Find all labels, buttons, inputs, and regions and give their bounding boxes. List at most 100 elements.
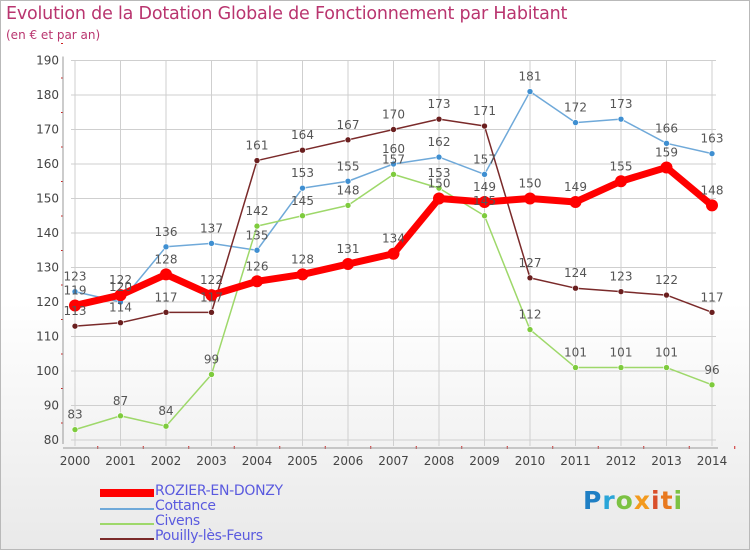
data-point-civens <box>526 326 534 333</box>
data-point-civens <box>481 212 488 220</box>
data-point-pouilly-l-s-feurs <box>435 115 443 123</box>
data-label-pouilly-l-s-feurs: 173 <box>428 97 451 111</box>
y-tick-label: 140 <box>36 226 59 240</box>
data-label-cottance: 181 <box>519 70 542 84</box>
data-label-civens: 153 <box>428 166 451 180</box>
data-point-pouilly-l-s-feurs <box>253 157 261 164</box>
data-label-rozier-en-donzy: 122 <box>200 273 223 287</box>
data-point-cottance <box>617 115 625 123</box>
y-tick-label: 80 <box>44 433 59 447</box>
data-point-rozier-en-donzy <box>660 161 673 174</box>
data-label-rozier-en-donzy: 131 <box>337 242 360 256</box>
data-point-civens <box>253 222 261 230</box>
data-point-rozier-en-donzy <box>524 192 536 205</box>
data-point-civens <box>617 364 625 371</box>
y-tick-label: 190 <box>36 54 59 68</box>
data-point-civens <box>162 422 170 430</box>
data-label-civens: 99 <box>204 352 219 366</box>
data-label-pouilly-l-s-feurs: 113 <box>64 304 87 318</box>
data-point-civens <box>663 364 670 371</box>
legend-swatch-rozier <box>100 489 154 497</box>
data-label-rozier-en-donzy: 150 <box>519 177 542 191</box>
data-label-civens: 84 <box>158 404 173 418</box>
x-tick-label: 2004 <box>242 454 273 468</box>
data-label-civens: 142 <box>246 204 269 218</box>
x-tick-label: 2013 <box>651 454 682 468</box>
legend-label-pouilly: Pouilly-lès-Feurs <box>155 528 263 544</box>
data-label-pouilly-l-s-feurs: 127 <box>519 256 542 270</box>
data-point-rozier-en-donzy <box>69 299 81 312</box>
x-tick-label: 2012 <box>606 454 637 468</box>
legend-swatch-cottance <box>100 508 154 510</box>
y-tick-label: 180 <box>36 88 59 102</box>
data-label-pouilly-l-s-feurs: 164 <box>291 128 314 142</box>
data-label-rozier-en-donzy: 126 <box>246 259 269 273</box>
data-label-rozier-en-donzy: 128 <box>155 252 178 266</box>
data-label-civens: 96 <box>704 363 719 377</box>
x-tick-label: 2008 <box>424 454 455 468</box>
legend-label-civens: Civens <box>155 513 200 529</box>
y-tick-label: 130 <box>36 261 59 275</box>
chart-title: Evolution de la Dotation Globale de Fonc… <box>6 4 568 24</box>
data-label-pouilly-l-s-feurs: 122 <box>655 273 678 287</box>
data-label-rozier-en-donzy: 128 <box>291 252 314 266</box>
y-tick-label: 90 <box>44 399 59 413</box>
y-tick-label: 120 <box>36 295 59 309</box>
data-point-civens <box>299 212 306 220</box>
data-label-cottance: 157 <box>473 152 496 166</box>
data-point-rozier-en-donzy <box>478 195 491 208</box>
legend-label-cottance: Cottance <box>155 498 216 514</box>
data-label-cottance: 166 <box>655 121 678 135</box>
data-label-civens: 112 <box>519 308 542 322</box>
data-label-pouilly-l-s-feurs: 124 <box>564 266 587 280</box>
proxiti-logo: Proxiti <box>583 486 684 515</box>
y-tick-label: 160 <box>36 157 59 171</box>
data-point-pouilly-l-s-feurs <box>344 136 352 144</box>
data-point-rozier-en-donzy <box>251 275 263 288</box>
chart-subtitle: (en € et par an) <box>6 28 101 42</box>
data-label-civens: 87 <box>113 394 128 408</box>
data-label-pouilly-l-s-feurs: 117 <box>200 290 223 304</box>
data-label-pouilly-l-s-feurs: 123 <box>610 270 633 284</box>
x-tick-label: 2007 <box>378 454 409 468</box>
data-point-rozier-en-donzy <box>160 268 172 281</box>
data-point-rozier-en-donzy <box>387 247 400 260</box>
data-point-pouilly-l-s-feurs <box>390 126 397 133</box>
data-label-cottance: 120 <box>109 280 132 294</box>
data-label-civens: 145 <box>473 194 496 208</box>
data-point-cottance <box>253 246 261 254</box>
data-point-cottance <box>71 288 79 295</box>
data-point-cottance <box>162 243 170 251</box>
data-point-civens <box>390 171 397 178</box>
data-point-cottance <box>299 184 306 192</box>
legend-swatch-civens <box>100 523 154 525</box>
data-label-civens: 157 <box>382 152 405 166</box>
data-point-pouilly-l-s-feurs <box>299 146 306 154</box>
x-tick-label: 2011 <box>560 454 591 468</box>
data-point-civens <box>708 381 716 389</box>
data-point-civens <box>71 426 79 433</box>
data-point-cottance <box>526 88 534 95</box>
data-point-pouilly-l-s-feurs <box>663 291 670 299</box>
data-label-cottance: 123 <box>64 270 87 284</box>
data-point-cottance <box>344 177 352 185</box>
x-tick-label: 2014 <box>697 454 728 468</box>
data-point-pouilly-l-s-feurs <box>117 319 124 327</box>
data-point-pouilly-l-s-feurs <box>208 309 215 316</box>
y-tick-label: 110 <box>36 330 59 344</box>
data-label-rozier-en-donzy: 149 <box>564 180 587 194</box>
data-point-cottance <box>481 171 488 178</box>
x-tick-label: 2001 <box>105 454 136 468</box>
data-point-rozier-en-donzy <box>569 195 582 208</box>
data-point-rozier-en-donzy <box>114 289 127 302</box>
data-point-civens <box>344 202 352 209</box>
data-point-cottance <box>708 150 716 157</box>
x-tick-label: 2005 <box>287 454 318 468</box>
data-label-rozier-en-donzy: 134 <box>382 232 405 246</box>
legend-label-rozier: ROZIER-EN-DONZY <box>155 483 283 499</box>
data-label-civens: 83 <box>67 408 82 422</box>
data-point-cottance <box>663 140 670 147</box>
y-tick-label: 100 <box>36 364 59 378</box>
x-tick-label: 2009 <box>469 454 500 468</box>
